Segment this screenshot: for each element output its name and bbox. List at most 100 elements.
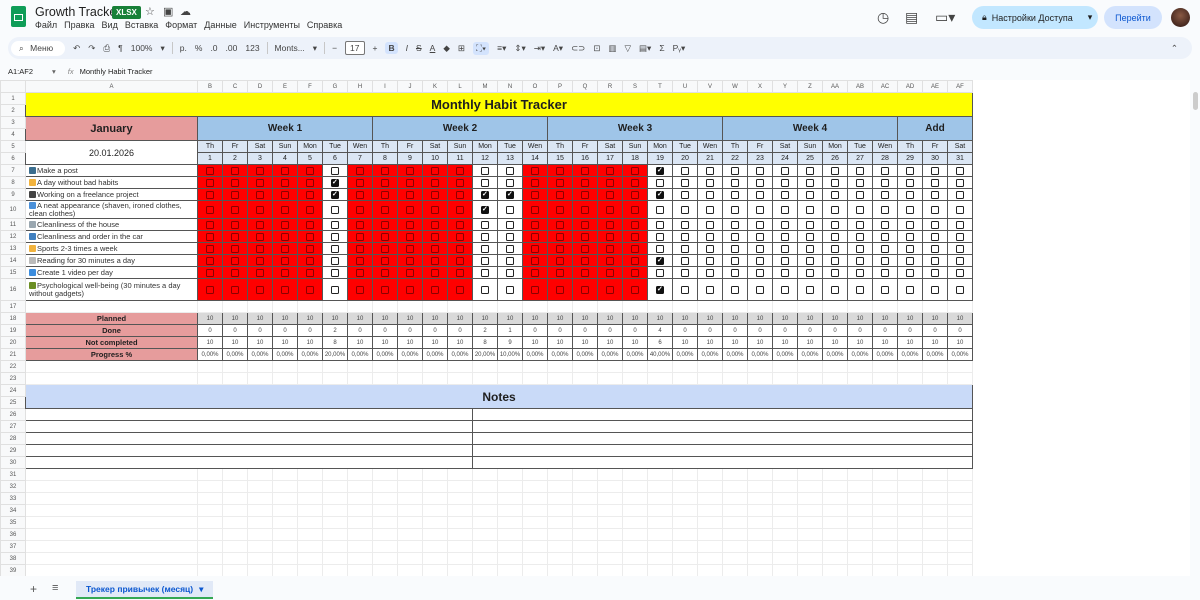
empty-cell[interactable] [25, 372, 198, 385]
checkbox[interactable] [581, 268, 589, 277]
checkbox[interactable] [931, 285, 939, 294]
empty-cell[interactable] [797, 540, 823, 553]
star-icon[interactable]: ☆ [145, 6, 155, 18]
checkbox[interactable] [456, 205, 464, 214]
checkbox[interactable] [806, 232, 814, 241]
empty-cell[interactable] [922, 492, 948, 505]
empty-cell[interactable] [547, 372, 573, 385]
checkbox[interactable] [506, 205, 514, 214]
checkbox[interactable] [456, 285, 464, 294]
empty-cell[interactable] [572, 552, 598, 565]
empty-cell[interactable] [797, 552, 823, 565]
checkbox[interactable] [456, 232, 464, 241]
column-header-I[interactable]: I [372, 80, 398, 93]
empty-cell[interactable] [772, 516, 798, 529]
empty-cell[interactable] [747, 540, 773, 553]
empty-cell[interactable] [397, 540, 423, 553]
empty-cell[interactable] [797, 564, 823, 576]
notes-line[interactable] [472, 432, 973, 445]
empty-cell[interactable] [947, 468, 973, 481]
checkbox[interactable] [581, 256, 589, 265]
column-header-R[interactable]: R [597, 80, 623, 93]
row-header-4[interactable]: 4 [0, 128, 26, 141]
checkbox[interactable] [656, 205, 664, 214]
empty-cell[interactable] [872, 552, 898, 565]
checkbox[interactable] [356, 220, 364, 229]
row-header-3[interactable]: 3 [0, 116, 26, 129]
empty-cell[interactable] [297, 564, 323, 576]
empty-cell[interactable] [922, 468, 948, 481]
empty-cell[interactable] [397, 528, 423, 541]
empty-cell[interactable] [347, 372, 373, 385]
row-header-8[interactable]: 8 [0, 176, 26, 189]
checkbox[interactable] [206, 232, 214, 241]
font-dropdown-icon[interactable]: ▾ [312, 42, 318, 53]
checkbox[interactable] [806, 166, 814, 175]
checkbox[interactable] [856, 166, 864, 175]
checkbox[interactable] [831, 244, 839, 253]
checkbox[interactable] [806, 178, 814, 187]
empty-cell[interactable] [722, 516, 748, 529]
checkbox-checked[interactable] [656, 256, 664, 265]
empty-cell[interactable] [822, 372, 848, 385]
empty-cell[interactable] [647, 492, 673, 505]
empty-cell[interactable] [697, 528, 723, 541]
empty-cell[interactable] [372, 360, 398, 373]
checkbox[interactable] [906, 220, 914, 229]
empty-cell[interactable] [347, 504, 373, 517]
empty-cell[interactable] [25, 504, 198, 517]
checkbox[interactable] [581, 244, 589, 253]
history-icon[interactable]: ◷ [877, 9, 890, 25]
empty-cell[interactable] [372, 504, 398, 517]
notes-line[interactable] [25, 456, 473, 469]
empty-cell[interactable] [297, 492, 323, 505]
checkbox[interactable] [681, 178, 689, 187]
checkbox[interactable] [331, 256, 339, 265]
empty-cell[interactable] [897, 468, 923, 481]
checkbox[interactable] [306, 256, 314, 265]
checkbox[interactable] [206, 268, 214, 277]
empty-cell[interactable] [472, 540, 498, 553]
empty-cell[interactable] [197, 552, 223, 565]
checkbox[interactable] [781, 232, 789, 241]
checkbox[interactable] [431, 178, 439, 187]
checkbox[interactable] [531, 244, 539, 253]
functions-icon[interactable]: Σ [659, 43, 665, 53]
empty-cell[interactable] [322, 540, 348, 553]
empty-cell[interactable] [472, 528, 498, 541]
empty-cell[interactable] [822, 516, 848, 529]
checkbox[interactable] [731, 205, 739, 214]
checkbox[interactable] [381, 220, 389, 229]
empty-cell[interactable] [272, 516, 298, 529]
checkbox[interactable] [831, 166, 839, 175]
checkbox[interactable] [531, 285, 539, 294]
empty-cell[interactable] [722, 480, 748, 493]
empty-cell[interactable] [897, 504, 923, 517]
checkbox[interactable] [431, 232, 439, 241]
empty-cell[interactable] [247, 528, 273, 541]
empty-cell[interactable] [547, 480, 573, 493]
formula-input[interactable]: Monthly Habit Tracker [79, 66, 153, 76]
checkbox[interactable] [456, 244, 464, 253]
row-header-13[interactable]: 13 [0, 242, 26, 255]
checkbox[interactable] [831, 205, 839, 214]
notes-line[interactable] [25, 420, 473, 433]
empty-cell[interactable] [697, 504, 723, 517]
checkbox[interactable] [731, 285, 739, 294]
empty-cell[interactable] [722, 504, 748, 517]
empty-cell[interactable] [297, 372, 323, 385]
empty-cell[interactable] [897, 300, 923, 313]
empty-cell[interactable] [372, 540, 398, 553]
column-header-AE[interactable]: AE [922, 80, 948, 93]
checkbox[interactable] [281, 190, 289, 199]
checkbox[interactable] [281, 256, 289, 265]
checkbox[interactable] [531, 268, 539, 277]
video-call-icon[interactable]: ▭▾ [935, 9, 956, 25]
empty-cell[interactable] [672, 480, 698, 493]
empty-cell[interactable] [522, 540, 548, 553]
checkbox[interactable] [781, 268, 789, 277]
empty-cell[interactable] [497, 528, 523, 541]
checkbox[interactable] [331, 220, 339, 229]
empty-cell[interactable] [747, 492, 773, 505]
empty-cell[interactable] [947, 564, 973, 576]
